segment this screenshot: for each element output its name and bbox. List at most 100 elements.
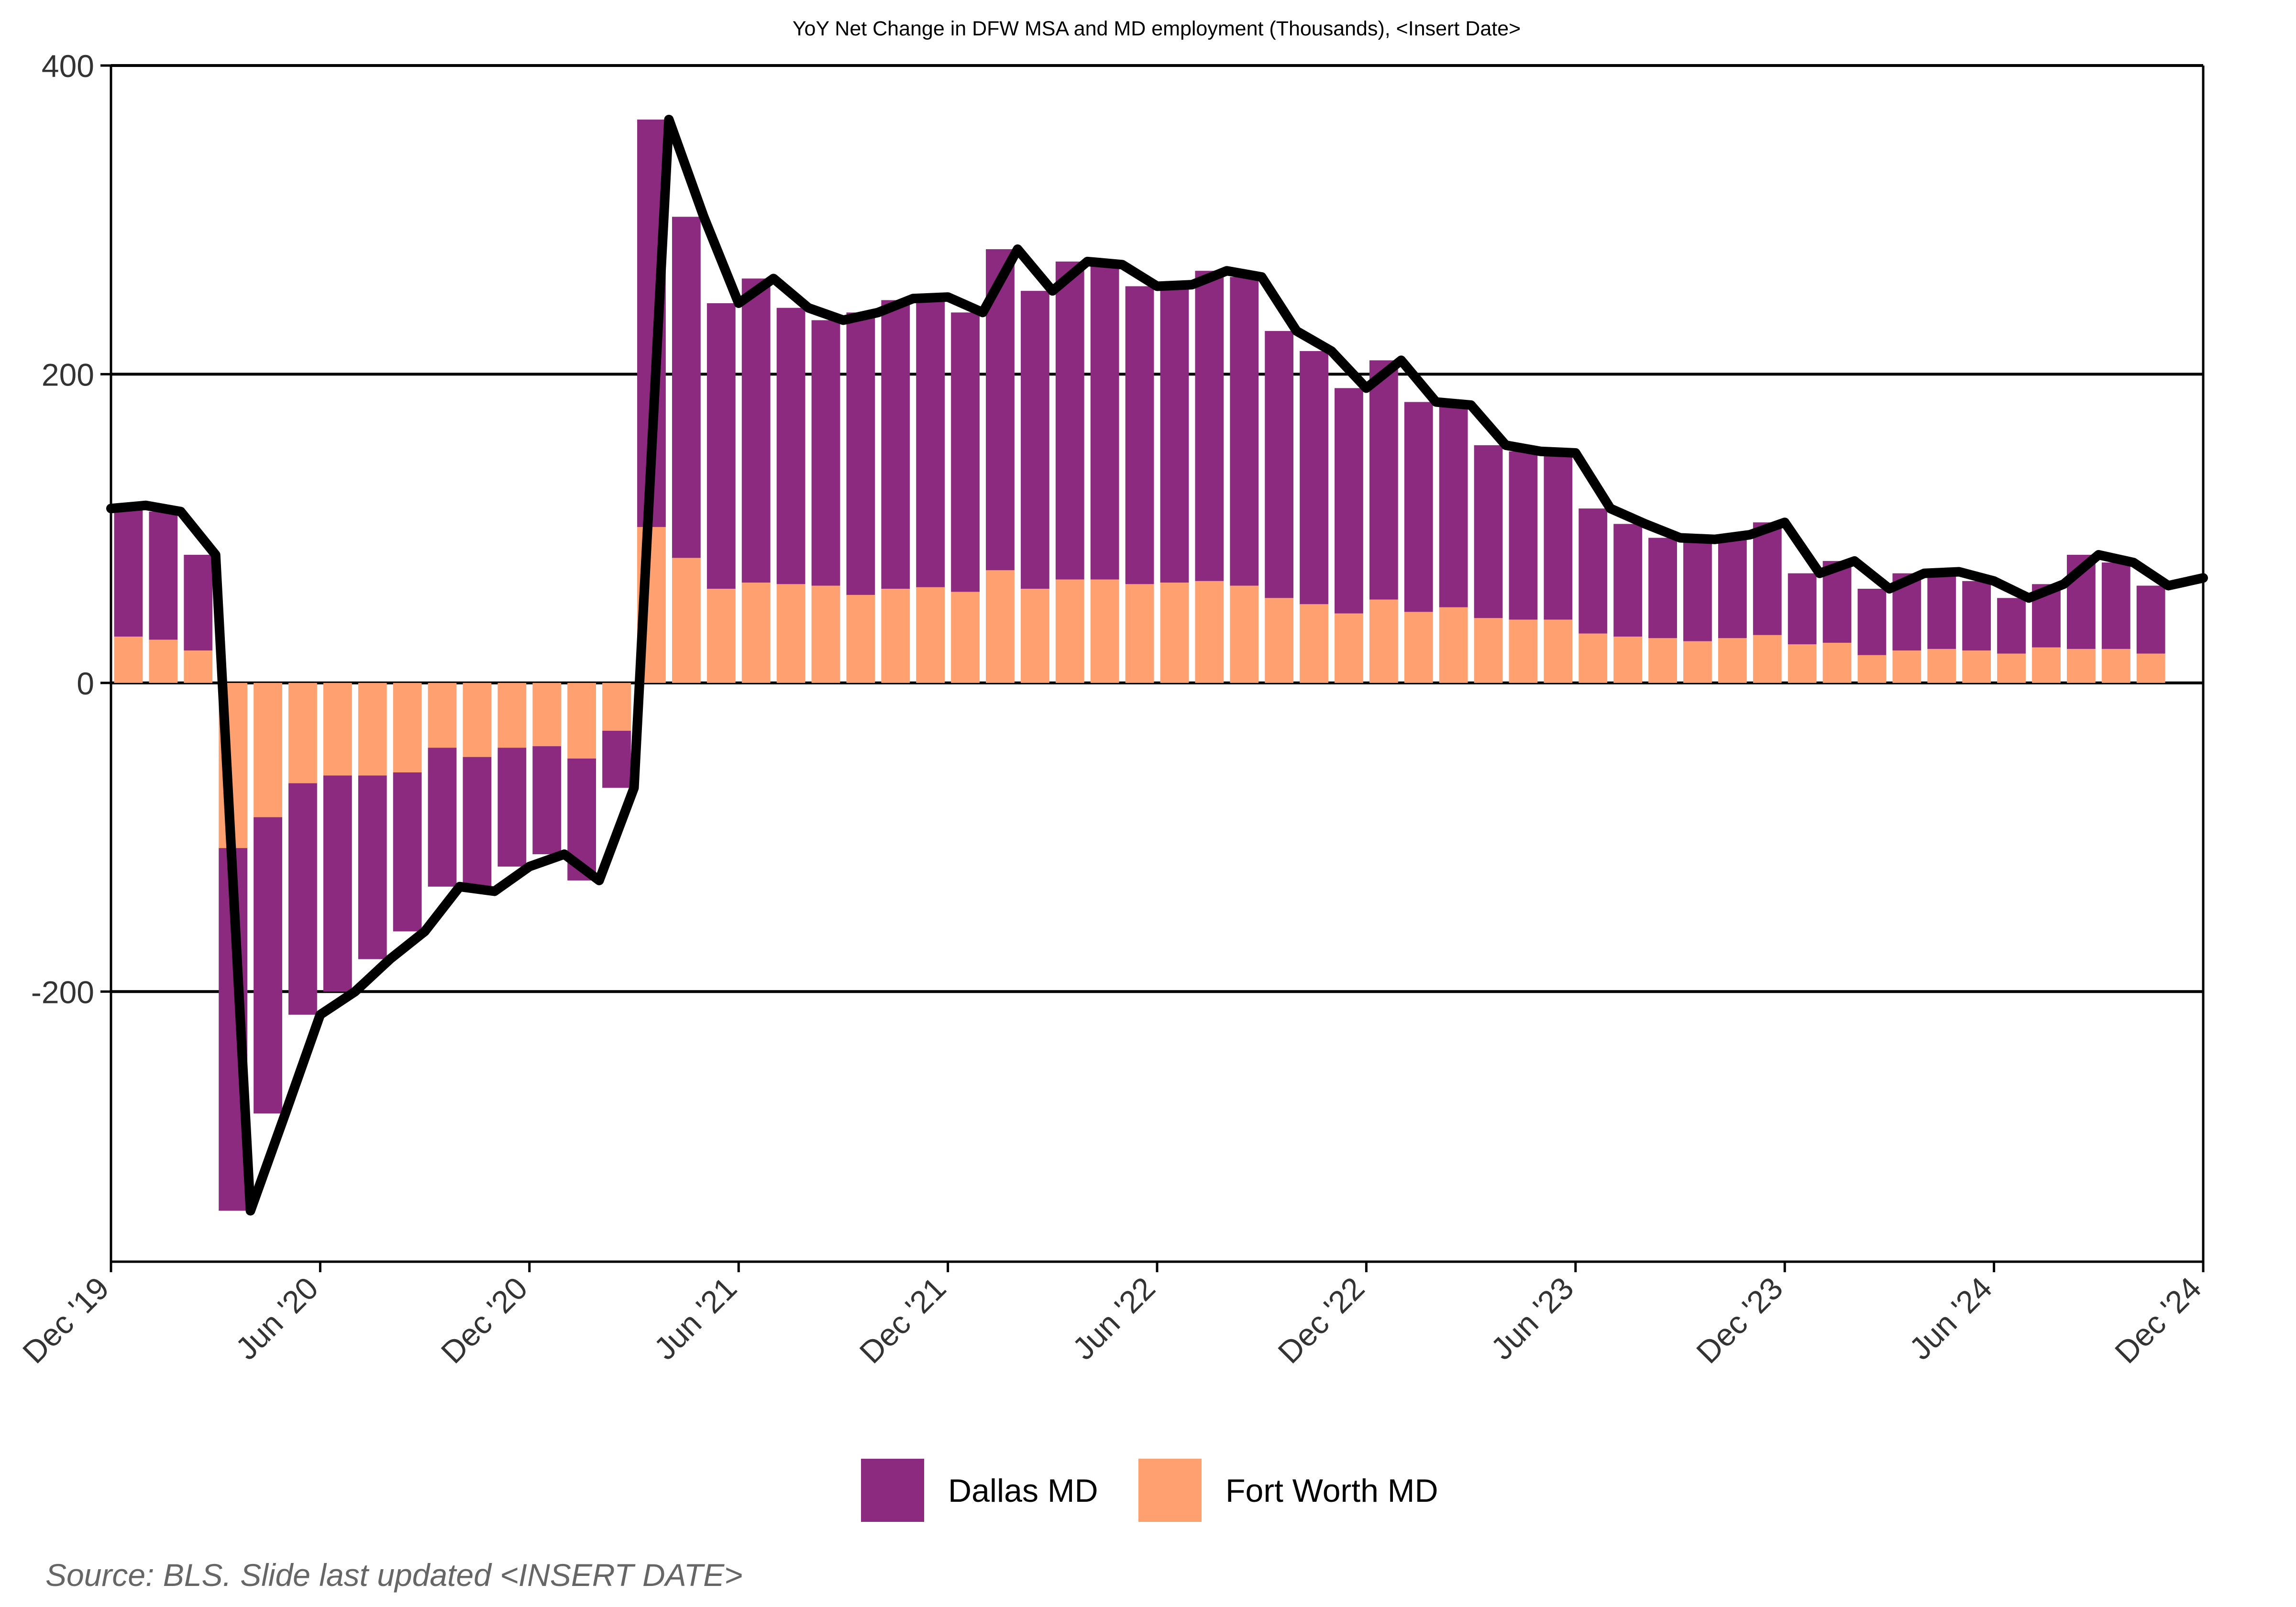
bar-dallas <box>1020 291 1049 589</box>
x-tick-label: Jun '22 <box>1066 1270 1162 1366</box>
x-tick-label: Dec '19 <box>16 1270 116 1370</box>
bar-fort-worth <box>2032 647 2061 683</box>
bar-fort-worth <box>1265 598 1294 683</box>
bar-dallas <box>811 320 840 586</box>
bar-fort-worth <box>1753 635 1782 683</box>
legend-swatch <box>861 1459 924 1522</box>
bar-dallas <box>1509 451 1538 620</box>
bar-fort-worth <box>1055 579 1084 683</box>
bar-fort-worth <box>567 682 596 759</box>
bar-fort-worth <box>1195 581 1224 683</box>
bar-dallas <box>1578 508 1608 634</box>
bar-fort-worth <box>463 682 492 757</box>
bar-dallas <box>1857 588 1887 655</box>
bar-dallas <box>2136 585 2165 654</box>
bar-dallas <box>114 505 143 637</box>
x-tick-label: Jun '23 <box>1484 1270 1580 1366</box>
bar-fort-worth <box>1509 619 1538 683</box>
bar-dallas <box>1404 402 1433 612</box>
bar-fort-worth <box>358 682 387 776</box>
bar-fort-worth <box>811 585 840 683</box>
y-tick-label: 200 <box>42 357 94 392</box>
bar-fort-worth <box>846 594 875 683</box>
bar-dallas <box>1683 539 1712 641</box>
bar-dallas <box>951 312 980 592</box>
bar-fort-worth <box>916 587 945 683</box>
bar-dallas <box>1369 360 1398 600</box>
bar-fort-worth <box>1160 583 1189 683</box>
bar-fort-worth <box>672 558 701 683</box>
y-tick-label: -200 <box>31 974 94 1010</box>
bar-dallas <box>254 817 282 1114</box>
bar-fort-worth <box>1404 612 1433 683</box>
bar-fort-worth <box>881 588 910 683</box>
bar-fort-worth <box>1822 642 1852 683</box>
bar-dallas <box>1753 522 1782 635</box>
bar-fort-worth <box>288 682 317 783</box>
bar-dallas <box>497 748 527 867</box>
bar-fort-worth <box>2136 653 2165 683</box>
bar-dallas <box>916 297 945 587</box>
bar-dallas <box>184 554 213 651</box>
bar-fort-worth <box>2066 649 2096 683</box>
bar-fort-worth <box>2101 649 2130 683</box>
legend-label: Fort Worth MD <box>1225 1473 1438 1509</box>
bar-fort-worth <box>428 682 457 748</box>
bar-dallas <box>1997 598 2026 654</box>
bar-dallas <box>149 511 178 640</box>
bar-fort-worth <box>149 639 178 683</box>
bar-dallas <box>1195 271 1224 581</box>
bar-fort-worth <box>532 682 562 747</box>
bar-fort-worth <box>1857 655 1887 683</box>
bar-dallas <box>881 300 910 589</box>
bar-fort-worth <box>1962 650 1991 683</box>
bar-dallas <box>602 730 631 788</box>
bar-dallas <box>1335 388 1363 614</box>
bar-fort-worth <box>1335 613 1363 683</box>
bar-dallas <box>323 775 352 992</box>
y-tick-label: 0 <box>77 666 94 701</box>
bar-fort-worth <box>1300 604 1328 683</box>
bar-fort-worth <box>986 570 1015 683</box>
bar-fort-worth <box>706 588 736 683</box>
bar-dallas <box>1474 445 1503 618</box>
bar-fort-worth <box>1997 653 2026 683</box>
bar-fort-worth <box>602 682 631 731</box>
bar-fort-worth <box>184 650 213 683</box>
x-tick-label: Jun '21 <box>647 1270 743 1366</box>
bar-fort-worth <box>1648 638 1677 683</box>
gridlines <box>111 64 2203 993</box>
x-tick-label: Jun '24 <box>1902 1270 1998 1366</box>
bar-fort-worth <box>1230 585 1259 683</box>
bar-dallas <box>1788 573 1817 645</box>
bar-fort-worth <box>776 584 806 683</box>
bar-fort-worth <box>1683 641 1712 683</box>
bar-dallas <box>1544 453 1573 620</box>
x-tick-label: Dec '21 <box>852 1270 952 1370</box>
legend-swatch <box>1138 1459 1202 1522</box>
bar-dallas <box>1230 277 1259 586</box>
chart-title: YoY Net Change in DFW MSA and MD employm… <box>793 17 1521 40</box>
bar-fort-worth <box>1892 650 1921 683</box>
bar-dallas <box>1160 285 1189 583</box>
bar-dallas <box>1927 572 1956 649</box>
bar-dallas <box>428 748 457 887</box>
bar-dallas <box>1962 581 1991 651</box>
bar-fort-worth <box>1090 579 1119 683</box>
bar-dallas <box>1125 286 1154 584</box>
bar-fort-worth <box>1718 638 1747 683</box>
bar-fort-worth <box>497 682 527 748</box>
bar-dallas <box>706 303 736 589</box>
x-tick-label: Jun '20 <box>229 1270 325 1366</box>
bar-fort-worth <box>741 583 771 683</box>
bar-fort-worth <box>393 682 422 773</box>
bar-dallas <box>776 308 806 584</box>
x-tick-label: Dec '20 <box>434 1270 534 1370</box>
bar-dallas <box>393 772 422 932</box>
bar-fort-worth <box>254 682 282 817</box>
bar-dallas <box>672 217 701 558</box>
bar-fort-worth <box>323 682 352 776</box>
bar-fort-worth <box>1613 637 1643 683</box>
total-line <box>106 114 2208 1216</box>
bar-fort-worth <box>1927 649 1956 683</box>
